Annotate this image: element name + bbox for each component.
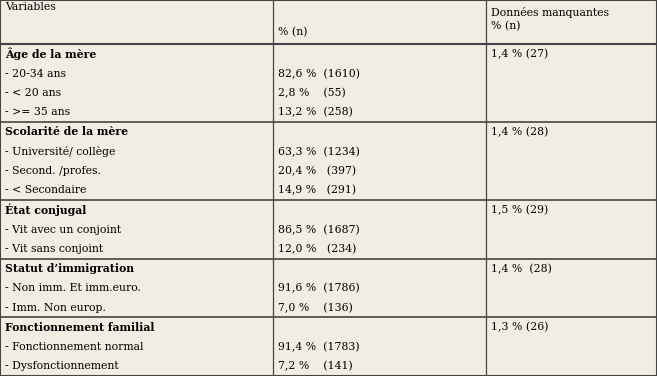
Text: 1,4 % (27): 1,4 % (27) [491, 49, 549, 59]
Text: 7,0 %    (136): 7,0 % (136) [278, 302, 353, 313]
Text: - Vit avec un conjoint: - Vit avec un conjoint [5, 224, 122, 235]
Text: 1,4 % (28): 1,4 % (28) [491, 127, 549, 137]
Text: - < Secondaire: - < Secondaire [5, 185, 87, 195]
Text: Données manquantes
% (n): Données manquantes % (n) [491, 7, 610, 31]
Text: 1,4 %  (28): 1,4 % (28) [491, 264, 553, 274]
Text: État conjugal: État conjugal [5, 204, 87, 216]
Text: - Imm. Non europ.: - Imm. Non europ. [5, 303, 106, 312]
Text: Variables: Variables [5, 2, 56, 12]
Text: - Non imm. Et imm.euro.: - Non imm. Et imm.euro. [5, 284, 141, 293]
Text: 14,9 %   (291): 14,9 % (291) [278, 185, 356, 196]
Text: Statut d’immigration: Statut d’immigration [5, 263, 134, 274]
Text: 1,5 % (29): 1,5 % (29) [491, 205, 549, 215]
Text: 63,3 %  (1234): 63,3 % (1234) [278, 146, 360, 157]
Text: 91,6 %  (1786): 91,6 % (1786) [278, 283, 359, 294]
Text: - 20-34 ans: - 20-34 ans [5, 68, 66, 79]
Text: 20,4 %   (397): 20,4 % (397) [278, 166, 356, 176]
Text: Scolarité de la mère: Scolarité de la mère [5, 126, 128, 137]
Text: 91,4 %  (1783): 91,4 % (1783) [278, 342, 359, 352]
Text: - Université/ collège: - Université/ collège [5, 146, 116, 157]
Text: 12,0 %   (234): 12,0 % (234) [278, 244, 356, 254]
Text: 82,6 %  (1610): 82,6 % (1610) [278, 68, 360, 79]
Text: - Fonctionnement normal: - Fonctionnement normal [5, 342, 144, 352]
Text: - Vit sans conjoint: - Vit sans conjoint [5, 244, 103, 254]
Text: - Second. /profes.: - Second. /profes. [5, 166, 101, 176]
Text: Fonctionnement familial: Fonctionnement familial [5, 322, 155, 333]
Text: 2,8 %    (55): 2,8 % (55) [278, 88, 346, 98]
Text: 1,3 % (26): 1,3 % (26) [491, 322, 549, 332]
Text: Âge de la mère: Âge de la mère [5, 48, 97, 60]
Text: 13,2 %  (258): 13,2 % (258) [278, 107, 353, 117]
Text: - >= 35 ans: - >= 35 ans [5, 107, 70, 117]
Text: - < 20 ans: - < 20 ans [5, 88, 61, 98]
Text: % (n): % (n) [278, 27, 307, 37]
Text: 86,5 %  (1687): 86,5 % (1687) [278, 224, 359, 235]
Text: 7,2 %    (141): 7,2 % (141) [278, 361, 353, 371]
Text: - Dysfonctionnement: - Dysfonctionnement [5, 361, 119, 371]
